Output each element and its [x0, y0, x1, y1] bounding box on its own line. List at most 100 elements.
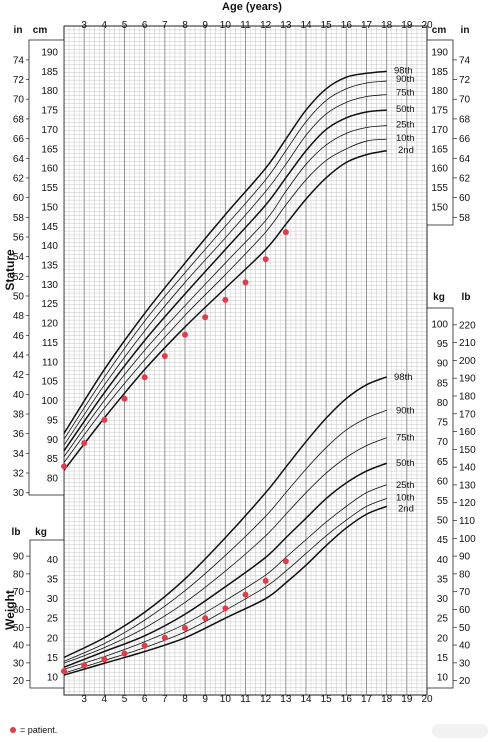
weight-label-75th: 75th [396, 433, 415, 444]
kg-tick-left: 25 [47, 614, 59, 625]
stature-label-2nd: 2nd [398, 145, 414, 156]
cm-tick-left: 120 [41, 319, 58, 330]
lb-tick-left: 20 [13, 676, 25, 687]
kg-tick-right: 45 [437, 535, 449, 546]
bottom-age-tick: 6 [142, 694, 148, 705]
stature-curve-25th [63, 125, 387, 457]
top-age-tick: 3 [81, 20, 87, 31]
lb-tick-left: 50 [13, 623, 25, 634]
weight-patient-point [182, 624, 188, 631]
weight-patient-point [262, 577, 269, 584]
stature-patient-point [222, 296, 229, 303]
lb-tick-right: 120 [459, 498, 476, 509]
stature-curve-50th [63, 109, 387, 452]
weight-patient-point [161, 634, 168, 641]
stature-cm-box-right [426, 39, 454, 226]
cm-tick-left: 140 [41, 241, 58, 252]
in-tick-right: 68 [459, 114, 471, 125]
cm-tick-right: 175 [431, 106, 448, 117]
cm-tick-left: 170 [41, 125, 58, 136]
bottom-age-tick: 8 [182, 694, 188, 705]
stature-patient-point [81, 440, 88, 447]
top-age-tick: 15 [321, 20, 333, 31]
cm-tick-left: 190 [41, 48, 58, 59]
bottom-age-tick: 19 [401, 694, 413, 705]
lb-tick-right: 190 [459, 374, 476, 385]
weight-label-98th: 98th [394, 372, 413, 383]
stature-cm-unit-right: cm [432, 25, 447, 36]
scroll-indicator [432, 724, 488, 738]
stature-label-90th: 90th [396, 74, 415, 85]
in-tick-right: 72 [459, 75, 471, 86]
lb-tick-right: 170 [459, 409, 476, 420]
in-tick-left: 66 [13, 134, 25, 145]
cm-tick-left: 115 [42, 338, 58, 349]
bottom-age-tick: 10 [220, 694, 232, 705]
top-age-tick: 7 [162, 20, 168, 31]
bottom-age-tick: 12 [260, 694, 272, 705]
kg-tick-left: 40 [47, 555, 59, 566]
stature-patient-point [242, 279, 249, 286]
top-age-tick: 4 [102, 20, 108, 31]
weight-kg-unit-right: kg [433, 292, 445, 303]
lb-tick-right: 150 [459, 445, 476, 456]
stature-patient-point [141, 374, 148, 381]
bottom-age-tick: 18 [381, 694, 393, 705]
cm-tick-left: 150 [41, 202, 58, 213]
in-tick-left: 68 [13, 114, 25, 125]
cm-tick-left: 135 [41, 261, 58, 272]
stature-label-10th: 10th [396, 133, 415, 144]
top-age-tick: 20 [421, 20, 433, 31]
lb-tick-right: 30 [459, 658, 471, 669]
in-tick-left: 62 [13, 173, 25, 184]
in-tick-left: 34 [13, 449, 25, 460]
cm-tick-right: 165 [431, 144, 448, 155]
lb-tick-right: 20 [459, 676, 471, 687]
kg-tick-right: 75 [437, 418, 449, 429]
bottom-age-tick: 3 [81, 694, 87, 705]
in-tick-left: 54 [13, 252, 25, 263]
kg-tick-right: 15 [437, 653, 449, 664]
stature-curve-90th [63, 80, 387, 440]
top-age-tick: 11 [240, 20, 251, 31]
kg-tick-right: 95 [437, 339, 449, 350]
weight-curve-75th [63, 437, 387, 664]
kg-tick-right: 40 [437, 555, 449, 566]
cm-tick-left: 185 [41, 67, 58, 78]
stature-patient-point [101, 416, 108, 423]
in-tick-left: 58 [13, 213, 25, 224]
stature-patient-point [262, 256, 269, 263]
kg-tick-right: 65 [437, 457, 449, 468]
weight-patient-point [282, 558, 289, 565]
kg-tick-right: 50 [437, 516, 449, 527]
kg-tick-left: 35 [47, 574, 59, 585]
lb-tick-right: 200 [459, 356, 476, 367]
cm-tick-left: 145 [41, 222, 58, 233]
in-tick-left: 32 [13, 469, 25, 480]
weight-curve-90th [63, 409, 387, 662]
kg-tick-right: 85 [437, 378, 449, 389]
in-tick-left: 72 [13, 75, 25, 86]
weight-curve-10th [63, 498, 387, 674]
cm-tick-right: 185 [431, 67, 448, 78]
weight-label-90th: 90th [396, 405, 415, 416]
in-tick-left: 42 [13, 370, 25, 381]
cm-tick-left: 180 [41, 86, 58, 97]
in-tick-left: 70 [13, 95, 25, 106]
in-tick-right: 66 [459, 134, 471, 145]
lb-tick-right: 140 [459, 463, 476, 474]
top-age-tick: 9 [202, 20, 208, 31]
lb-tick-right: 50 [459, 623, 471, 634]
top-age-tick: 13 [280, 20, 292, 31]
in-tick-left: 60 [13, 193, 25, 204]
stature-curve-98th [63, 70, 387, 434]
percentile-curves: 2nd10th25th50th75th90th98th2nd10th25th50… [63, 65, 415, 676]
weight-curve-2nd [63, 505, 387, 676]
lb-tick-left: 70 [13, 587, 25, 598]
lb-tick-right: 70 [459, 587, 471, 598]
lb-tick-right: 180 [459, 391, 476, 402]
stature-curve-2nd [63, 150, 387, 471]
kg-tick-right: 100 [431, 320, 448, 331]
weight-curve-98th [63, 376, 387, 659]
